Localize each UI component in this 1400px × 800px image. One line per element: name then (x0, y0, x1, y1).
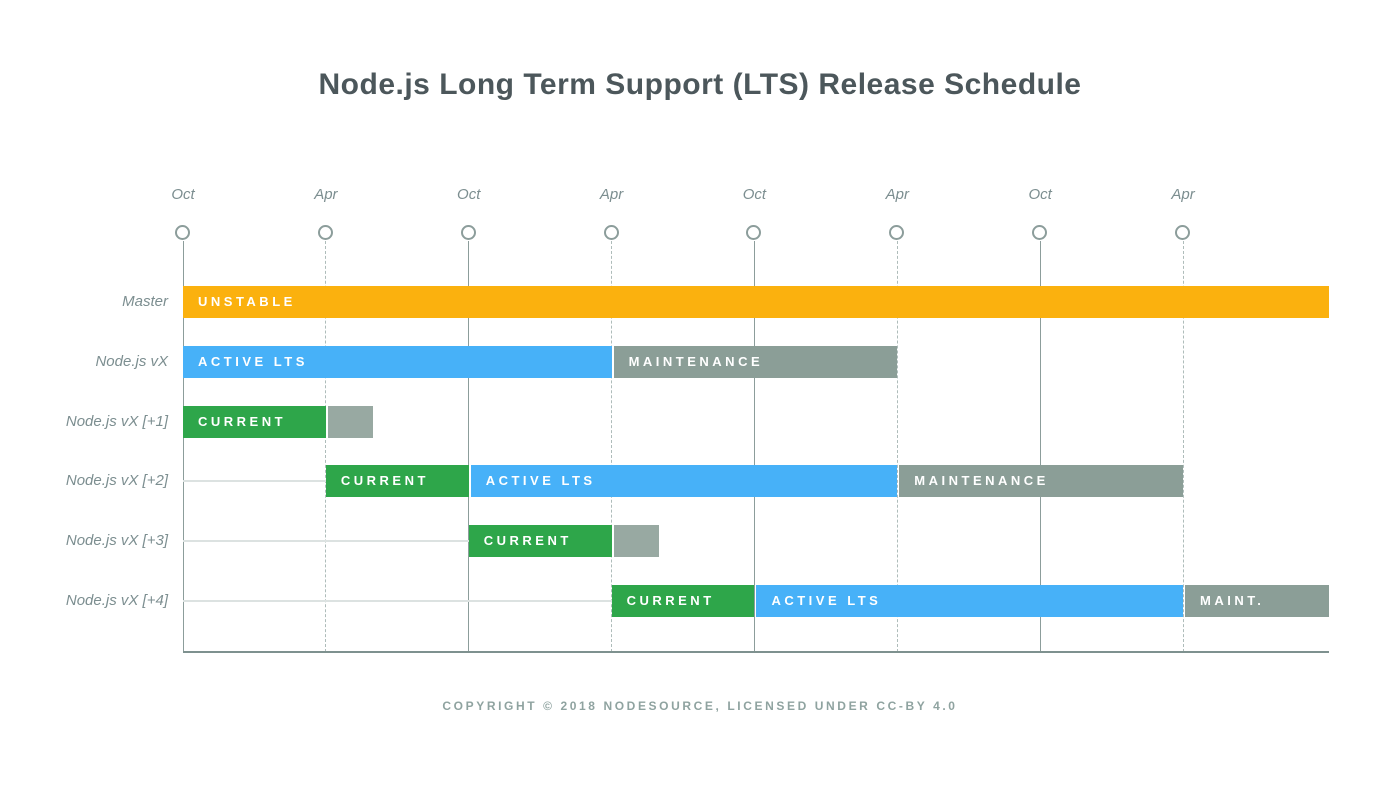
axis-tick-marker (175, 225, 190, 240)
bar-stub (613, 525, 659, 557)
row-label: Node.js vX [+2] (65, 472, 168, 489)
axis-grid-line (325, 241, 327, 652)
row-label: Master (122, 293, 168, 310)
axis-grid-line (753, 241, 755, 652)
axis-tick-marker (460, 225, 476, 240)
row-label: Node.js vX [+3] (65, 532, 168, 549)
axis-grid-line (182, 241, 184, 652)
axis-grid-line (896, 241, 898, 652)
axis-tick-label: Apr (1171, 186, 1195, 203)
bar-active: ACTIVE LTS (756, 585, 1184, 617)
bar-current: CURRENT (325, 465, 469, 497)
bar-current: CURRENT (468, 525, 612, 557)
bar-maintenance: MAINTENANCE (613, 346, 898, 378)
axis-grid-line (1039, 241, 1041, 652)
axis-grid-line (468, 241, 470, 652)
bar-stub (327, 406, 373, 438)
row-label: Node.js vX [+4] (65, 592, 168, 609)
axis-tick-marker (603, 225, 619, 240)
axis-tick-label: Oct (742, 186, 767, 203)
axis-tick-label: Apr (314, 186, 338, 203)
bar-unstable: UNSTABLE (183, 286, 1329, 318)
axis-tick-marker (746, 225, 762, 240)
row-label: Node.js vX [+1] (65, 413, 168, 430)
row-connector-line (183, 480, 326, 482)
bar-current: CURRENT (183, 406, 326, 438)
bar-active: ACTIVE LTS (183, 346, 612, 378)
bar-current: CURRENT (611, 585, 755, 617)
chart-title: Node.js Long Term Support (LTS) Release … (318, 68, 1082, 101)
axis-tick-label: Oct (171, 186, 195, 203)
axis-tick-label: Apr (885, 186, 909, 203)
axis-tick-marker (1032, 225, 1048, 240)
row-connector-line (183, 540, 469, 542)
row-connector-line (183, 600, 612, 602)
axis-tick-marker (889, 225, 905, 240)
bar-maintenance: MAINTENANCE (899, 465, 1184, 497)
row-label: Node.js vX (95, 353, 168, 370)
axis-tick-marker (317, 225, 333, 240)
bar-active: ACTIVE LTS (470, 465, 898, 497)
bar-maintenance: MAINT. (1185, 585, 1329, 617)
axis-grid-line (1182, 241, 1184, 652)
axis-tick-label: Oct (457, 186, 481, 203)
axis-tick-label: Oct (1028, 186, 1052, 203)
axis-tick-marker (1175, 225, 1191, 240)
copyright-footer: COPYRIGHT © 2018 NODESOURCE, LICENSED UN… (442, 699, 958, 713)
x-axis-baseline (183, 651, 1329, 653)
axis-grid-line (611, 241, 613, 652)
axis-tick-label: Apr (599, 186, 624, 203)
